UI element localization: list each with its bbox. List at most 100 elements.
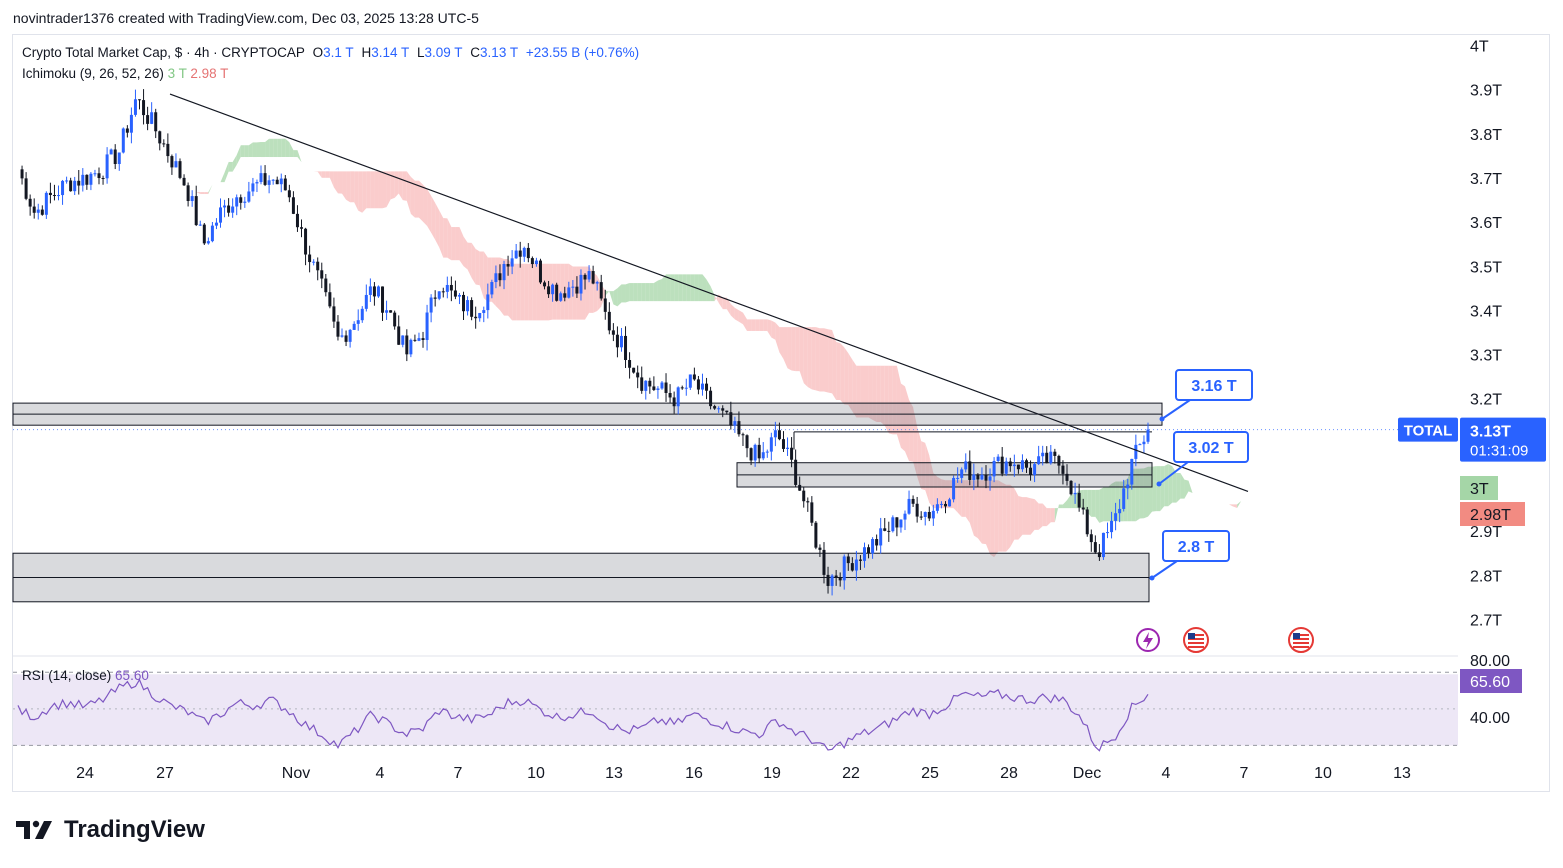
candle-up: [486, 294, 490, 311]
candle-up: [490, 282, 494, 295]
cloud-segment-bearish: [386, 171, 391, 208]
cloud-segment-bullish: [690, 274, 695, 302]
open-label: O: [312, 45, 324, 60]
time-tick-label: 25: [921, 765, 939, 782]
candle-down: [470, 300, 474, 317]
cloud-segment-bearish: [722, 297, 727, 310]
candle-down: [449, 284, 453, 291]
cloud-segment-bearish: [333, 171, 338, 194]
cloud-segment-bullish: [1152, 466, 1157, 512]
candle-down: [1053, 451, 1057, 456]
candle-up: [948, 499, 952, 507]
candle-down: [194, 196, 198, 226]
cloud-segment-bearish: [1018, 496, 1023, 540]
time-tick-label: 4: [1162, 765, 1171, 782]
candle-down: [498, 273, 502, 281]
candle-down: [968, 461, 972, 480]
candle-down: [850, 563, 854, 571]
price-tick-label: 3.6T: [1470, 215, 1502, 232]
candle-up: [279, 178, 283, 185]
cloud-segment-bearish: [742, 312, 748, 331]
cloud-segment-bearish: [819, 328, 824, 392]
candle-up: [429, 297, 433, 313]
candle-down: [790, 447, 794, 460]
candle-down: [186, 185, 190, 201]
flag-stripe: [1293, 634, 1309, 636]
candle-down: [915, 503, 919, 517]
candle-down: [721, 408, 725, 411]
candle-down: [563, 293, 567, 298]
candle-up: [348, 329, 352, 342]
flag-canton: [1293, 633, 1300, 639]
candle-up: [923, 511, 927, 517]
footer-brand[interactable]: TradingView: [16, 816, 205, 844]
candle-up: [903, 513, 907, 520]
cloud-segment-bearish: [382, 171, 387, 209]
cloud-segment-bearish: [730, 303, 735, 320]
candle-down: [69, 180, 73, 192]
cloud-segment-bearish: [856, 365, 861, 418]
cloud-segment-bearish: [759, 319, 764, 331]
candle-up: [360, 308, 364, 321]
cloud-segment-bearish: [196, 192, 201, 195]
cloud-segment-bearish: [1233, 504, 1238, 509]
cloud-segment-bearish: [1022, 497, 1027, 535]
candle-up: [1101, 532, 1105, 558]
candle-up: [939, 503, 943, 505]
candle-up: [312, 261, 316, 263]
callout-box[interactable]: [1175, 369, 1253, 401]
downtrend-line[interactable]: [169, 93, 1249, 492]
cloud-segment-bearish: [329, 171, 334, 188]
candle-down: [287, 190, 291, 198]
candle-up: [494, 273, 498, 283]
cloud-segment-bearish: [1030, 498, 1035, 535]
ichimoku-legend[interactable]: Ichimoku (9, 26, 52, 26) 3 T 2.98 T: [22, 66, 228, 81]
symbol-badge[interactable]: [1398, 417, 1458, 442]
cloud-segment-bullish: [1176, 472, 1181, 503]
candle-down: [1057, 455, 1061, 466]
candle-down: [300, 227, 304, 229]
candle-down: [624, 335, 628, 361]
high-value: 3.14 T: [371, 45, 410, 60]
rsi-legend[interactable]: RSI (14, close) 65.60: [22, 668, 149, 683]
candle-down: [283, 178, 287, 191]
cloud-segment-bearish: [900, 383, 905, 452]
candle-down: [794, 459, 798, 485]
price-badge[interactable]: [1460, 417, 1546, 462]
ichimoku-badge-green-label: 3T: [1470, 481, 1489, 498]
candle-down: [227, 205, 231, 213]
low-label: L: [416, 45, 425, 60]
candle-down: [1029, 467, 1033, 475]
price-tick-label: 3.9T: [1470, 83, 1502, 100]
candle-up: [36, 209, 40, 213]
cloud-segment-bearish: [1034, 499, 1039, 530]
candle-up: [1012, 464, 1016, 467]
ichimoku-value-red: 2.98 T: [190, 66, 229, 81]
cloud-segment-bearish: [528, 263, 533, 321]
cloud-segment-bearish: [973, 480, 978, 539]
ichimoku-badge-green: [1460, 476, 1498, 500]
cloud-segment-bearish: [840, 343, 845, 405]
candle-down: [381, 286, 385, 313]
candle-up: [235, 197, 239, 207]
callout-box[interactable]: [1162, 530, 1230, 562]
candle-down: [628, 360, 632, 368]
cloud-segment-bullish: [1135, 468, 1140, 522]
price-legend[interactable]: Crypto Total Market Cap, $ · 4h · CRYPTO…: [22, 45, 643, 60]
price-tick-label: 3.3T: [1470, 348, 1502, 365]
cloud-segment-bearish: [803, 327, 808, 387]
cloud-segment-bearish: [864, 365, 869, 418]
candle-down: [146, 115, 150, 124]
ichimoku-value-green: 3 T: [167, 66, 187, 81]
cloud-segment-bullish: [269, 138, 274, 158]
cloud-segment-bearish: [738, 310, 743, 325]
candle-up: [368, 286, 372, 295]
rsi-line[interactable]: [17, 678, 1149, 752]
candle-down: [453, 290, 457, 297]
cloud-segment-bullish: [1071, 494, 1076, 509]
callout-box[interactable]: [1173, 431, 1249, 463]
candle-down: [895, 517, 899, 528]
cloud-segment-bearish: [467, 242, 472, 278]
candle-up: [340, 335, 344, 337]
